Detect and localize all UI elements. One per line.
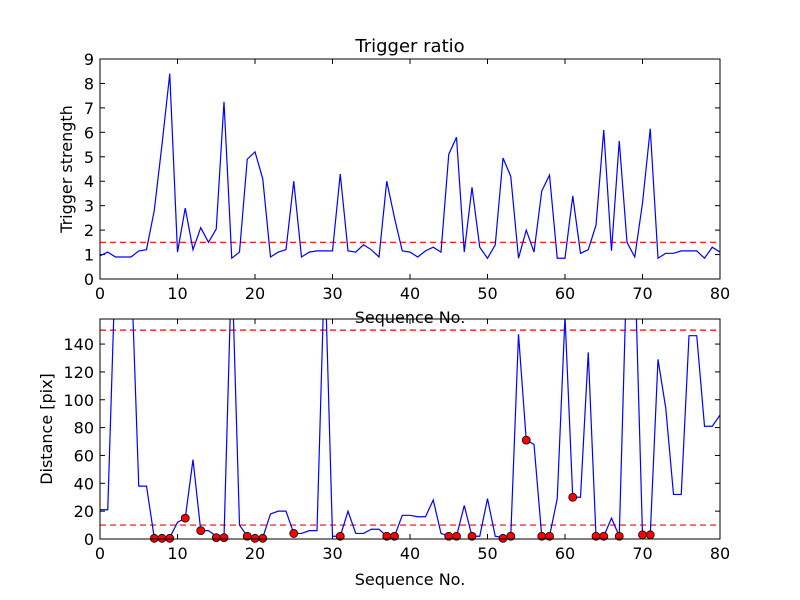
data-point	[521, 435, 531, 445]
y-axis-label: Distance [pix]	[37, 373, 56, 485]
y-tick-label: 140	[63, 335, 94, 354]
data-point	[614, 531, 624, 541]
data-point	[452, 531, 461, 541]
threshold-lines	[100, 329, 720, 526]
x-tick-label: 30	[322, 284, 342, 303]
y-tick-label: 100	[63, 391, 94, 410]
x-tick-label: 20	[245, 544, 265, 563]
y-tick-label: 3	[84, 197, 94, 216]
data-point	[506, 531, 516, 541]
x-tick-label: 0	[95, 544, 105, 563]
y-tick-label: 2	[84, 221, 94, 240]
data-point	[211, 533, 221, 543]
x-tick-label: 40	[400, 284, 420, 303]
x-tick-label: 50	[477, 544, 497, 563]
y-tick-label: 0	[84, 270, 94, 289]
x-tick-label: 60	[555, 284, 575, 303]
data-point	[545, 531, 554, 541]
y-tick-label: 0	[84, 530, 94, 549]
x-axis-label: Sequence No.	[355, 570, 466, 589]
plot-frame	[99, 58, 721, 280]
data-point	[599, 531, 609, 541]
data-point	[390, 531, 399, 541]
data-point	[157, 533, 167, 543]
data-point	[289, 529, 299, 538]
x-tick-label: 10	[167, 544, 187, 563]
y-tick-label: 20	[74, 502, 94, 521]
x-tick-label: 40	[400, 544, 420, 563]
y-tick-label: 8	[84, 74, 94, 93]
x-axis-label: Sequence No.	[355, 308, 466, 327]
data-point	[149, 533, 159, 543]
x-tick-label: 10	[167, 284, 187, 303]
data-point	[196, 526, 206, 536]
x-tick-label: 30	[322, 544, 342, 563]
data-point	[180, 513, 190, 523]
data-point	[219, 533, 229, 543]
y-tick-label: 4	[84, 172, 94, 191]
data-point	[258, 533, 268, 543]
data-point	[250, 533, 260, 543]
data-point	[568, 492, 578, 502]
y-tick-label: 1	[84, 246, 94, 265]
x-tick-label: 80	[710, 284, 730, 303]
y-tick-label: 6	[84, 123, 94, 142]
tick-group: 0 10 20 30 40 50 60 70 80 0 20 40 60 80 100 120 140	[63, 319, 730, 563]
trigger-ratio-chart: Trigger ratio Trigger strength Sequence …	[57, 36, 730, 327]
x-tick-label: 0	[95, 284, 105, 303]
y-tick-label: 80	[74, 419, 94, 438]
x-tick-label: 80	[710, 544, 730, 563]
y-tick-label: 7	[84, 99, 94, 118]
y-tick-label: 60	[74, 446, 94, 465]
y-tick-label: 5	[84, 148, 94, 167]
data-point	[645, 530, 655, 540]
x-tick-label: 70	[632, 544, 652, 563]
marker-group	[149, 435, 655, 543]
x-tick-label: 50	[477, 284, 497, 303]
y-tick-label: 40	[74, 474, 94, 493]
data-point	[638, 530, 647, 540]
distance-chart: Distance [pix] Sequence No. 0 10 20 30 40 50 6…	[37, 318, 730, 589]
y-tick-label: 120	[63, 363, 94, 382]
x-tick-label: 60	[555, 544, 575, 563]
data-point	[498, 533, 508, 543]
data-point	[165, 533, 175, 543]
plot-frame	[99, 318, 721, 540]
x-tick-label: 20	[245, 284, 265, 303]
x-tick-label: 70	[632, 284, 652, 303]
y-axis-label: Trigger strength	[57, 105, 76, 234]
chart-title: Trigger ratio	[354, 36, 464, 57]
data-point	[467, 531, 477, 541]
series-line	[100, 73, 720, 260]
y-tick-label: 9	[84, 50, 94, 69]
data-point	[335, 531, 345, 541]
